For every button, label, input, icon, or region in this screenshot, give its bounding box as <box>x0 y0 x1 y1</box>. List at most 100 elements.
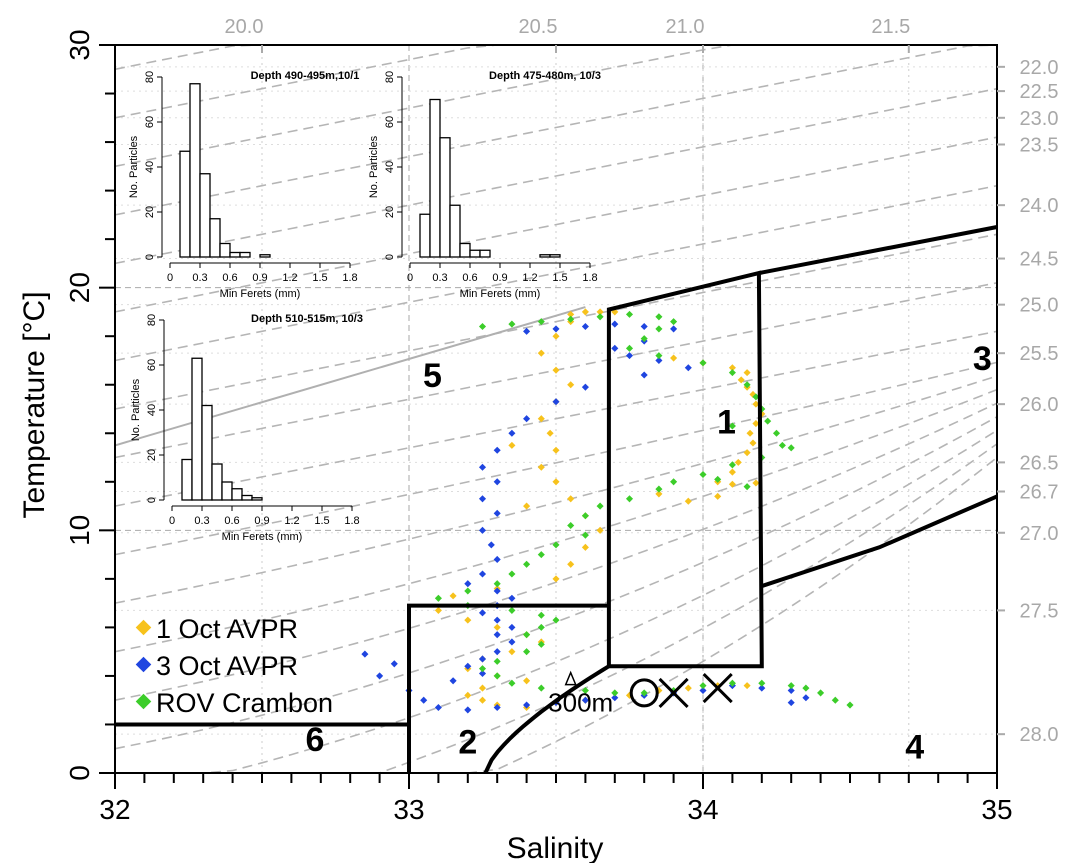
right-tick-label: 26.0 <box>1020 394 1059 416</box>
data-point-2 <box>758 684 766 692</box>
data-point-3 <box>552 541 560 549</box>
data-point-1 <box>567 560 575 568</box>
right-tick-label: 23.5 <box>1020 134 1059 156</box>
data-point-1 <box>581 308 589 316</box>
data-point-3 <box>787 444 795 452</box>
data-point-2 <box>625 352 634 360</box>
data-point-3 <box>523 648 531 656</box>
data-point-3 <box>537 684 545 692</box>
inset-y-tick-label: 0 <box>146 497 158 503</box>
data-point-1 <box>655 490 663 498</box>
data-point-3 <box>743 483 751 491</box>
inset-bar <box>479 249 491 258</box>
data-point-3 <box>640 335 648 343</box>
data-point-1 <box>508 441 516 449</box>
data-point-3 <box>699 470 707 479</box>
data-point-3 <box>508 320 516 328</box>
data-point-2 <box>487 541 495 549</box>
isopycnal-line <box>114 375 998 604</box>
data-point-1 <box>464 691 472 699</box>
data-point-3 <box>772 429 781 437</box>
inset-bar <box>469 249 481 258</box>
right-tick-label: 22.5 <box>1020 81 1059 103</box>
data-point-1 <box>449 592 457 600</box>
data-point-3 <box>640 689 648 697</box>
data-point-3 <box>478 322 487 331</box>
data-point-2 <box>420 696 428 704</box>
y-tick-label: 20 <box>64 272 95 303</box>
inset-bar <box>189 83 201 258</box>
data-point-2 <box>493 648 501 656</box>
right-tick-label: 24.5 <box>1020 249 1059 271</box>
data-point-2 <box>787 686 795 695</box>
inset-bar <box>251 497 263 501</box>
region-label-5: 5 <box>423 357 442 395</box>
data-point-2 <box>670 325 678 333</box>
inset-x-label: Min Ferets (mm) <box>220 288 301 300</box>
legend-entry-2: 3 Oct AVPR <box>156 651 298 681</box>
data-point-3 <box>743 381 751 389</box>
region-label-2: 2 <box>458 724 477 762</box>
data-point-2 <box>478 669 487 678</box>
inset-bar <box>449 204 461 258</box>
data-point-2 <box>684 364 692 372</box>
isopycnal-line <box>114 184 998 362</box>
data-points-layer <box>361 308 854 714</box>
inset-x-tick-label: 1.8 <box>582 272 597 284</box>
data-point-1 <box>464 616 472 624</box>
data-point-2 <box>611 694 619 702</box>
data-point-3 <box>752 393 760 401</box>
inset-x-tick-label: 0.9 <box>254 515 269 527</box>
inset-bar <box>459 242 471 258</box>
data-point-3 <box>478 665 487 673</box>
inset-bar <box>439 137 451 258</box>
data-point-2 <box>523 701 531 709</box>
inset-bar <box>539 254 551 258</box>
inset-bar <box>549 254 561 258</box>
data-point-2 <box>449 677 457 685</box>
data-point-2 <box>508 429 516 437</box>
data-point-2 <box>464 662 472 670</box>
data-point-1 <box>523 502 531 510</box>
right-tick-label: 26.5 <box>1020 452 1059 474</box>
right-tick-label: 28.0 <box>1020 724 1059 746</box>
inset-y-tick-label: 0 <box>384 254 396 260</box>
data-point-2 <box>390 660 398 668</box>
inset-y-tick-label: 60 <box>144 116 156 128</box>
inset-x-tick-label: 1.8 <box>344 515 359 527</box>
isopycnal-line <box>114 87 998 265</box>
reference-line <box>114 306 586 447</box>
top-tick-label: 20.5 <box>519 16 558 38</box>
right-tick-label: 25.0 <box>1020 295 1059 317</box>
data-point-2 <box>493 703 501 712</box>
data-point-1 <box>684 684 692 692</box>
data-point-3 <box>581 512 589 520</box>
data-point-1 <box>743 682 751 690</box>
inset-y-tick-label: 80 <box>384 71 396 83</box>
region-boundaries-layer: 1 2 3 4 5 6 300m <box>115 225 998 774</box>
inset-x-tick-label: 0.3 <box>432 272 447 284</box>
right-tick-label: 24.0 <box>1020 195 1059 217</box>
data-point-3 <box>523 560 531 568</box>
data-point-2 <box>640 371 648 379</box>
x-tick-label: 34 <box>687 794 718 825</box>
data-point-2 <box>640 322 648 331</box>
legend: 1 Oct AVPR 3 Oct AVPR ROV Crambon <box>135 614 333 718</box>
data-point-2 <box>655 356 663 365</box>
inset-x-tick-label: 1.5 <box>312 272 327 284</box>
data-point-3 <box>817 689 825 697</box>
data-point-2 <box>552 325 560 333</box>
inset-y-tick-label: 20 <box>146 449 158 461</box>
right-tick-label: 26.7 <box>1020 482 1059 504</box>
data-point-1 <box>508 648 516 656</box>
inset-y-tick-label: 60 <box>146 359 158 371</box>
data-point-3 <box>581 531 589 539</box>
data-point-3 <box>611 689 619 697</box>
data-point-2 <box>611 344 619 352</box>
inset-x-tick-label: 0 <box>407 272 413 284</box>
station-x-marker <box>658 677 689 708</box>
right-tick-label: 23.0 <box>1020 108 1059 130</box>
inset-x-tick-label: 0.6 <box>462 272 477 284</box>
inset-x-label: Min Ferets (mm) <box>460 288 541 300</box>
